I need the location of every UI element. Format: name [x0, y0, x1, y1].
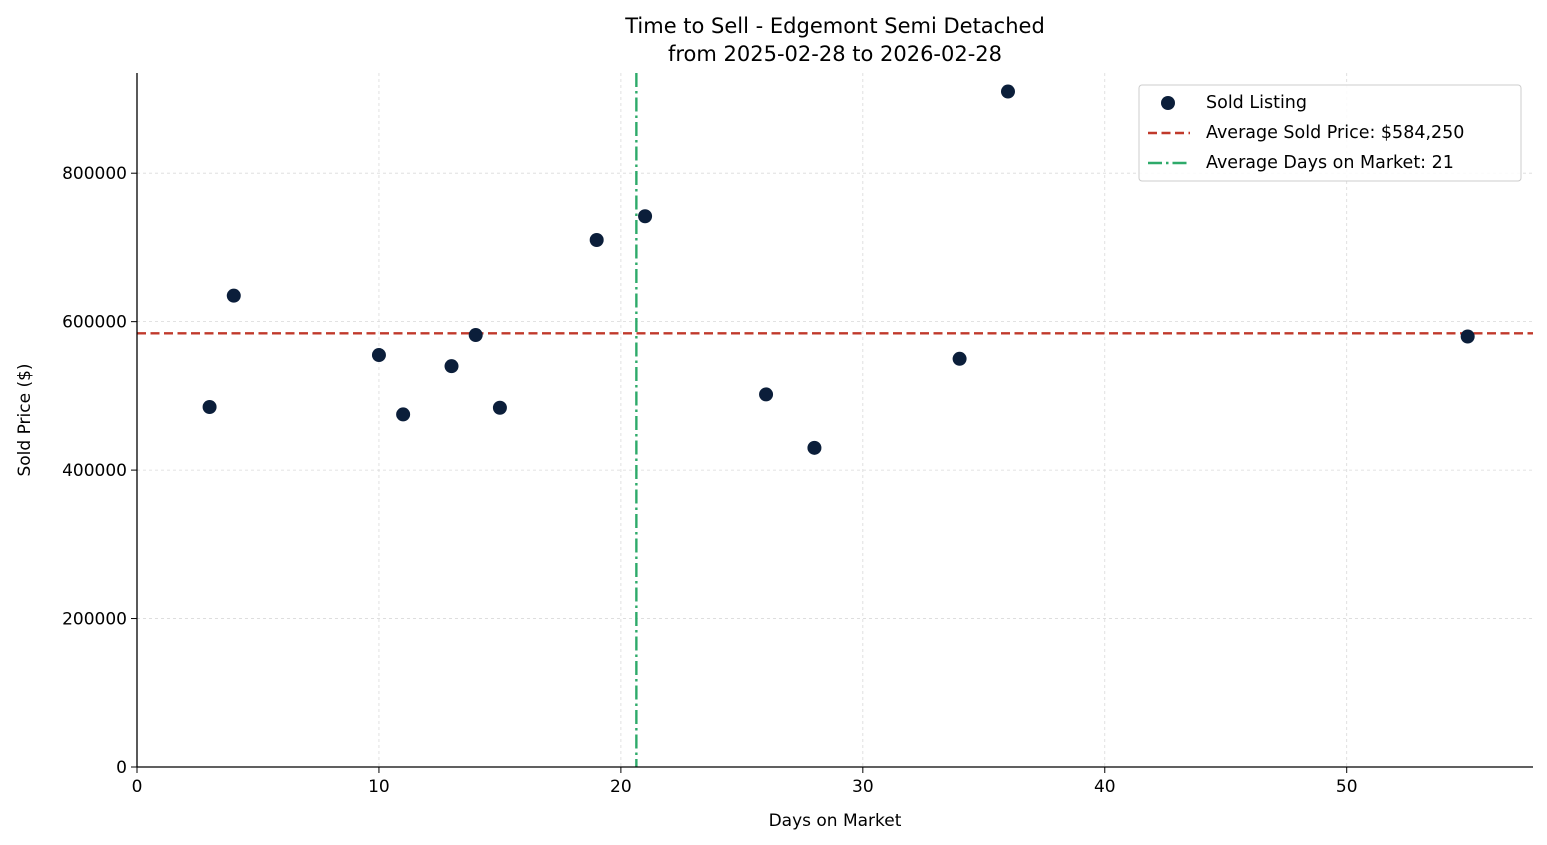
y-tick-label: 600000: [62, 313, 127, 333]
chart-title: Time to Sell - Edgemont Semi Detached: [624, 14, 1045, 38]
sold-listing-point: [807, 440, 822, 455]
legend-marker-sold-listing: [1161, 96, 1175, 110]
grid-lines: [137, 73, 1533, 767]
legend: Sold Listing Average Sold Price: $584,25…: [1138, 84, 1522, 182]
sold-listing-point: [492, 400, 507, 415]
legend-label-sold-listing: Sold Listing: [1206, 93, 1307, 113]
x-tick-label: 10: [368, 777, 390, 797]
sold-listing-point: [952, 351, 967, 366]
tick-labels: 0 10 20 30 40 50 0 200000 400000 600000 800000: [62, 164, 1357, 797]
sold-listing-point: [396, 407, 411, 422]
chart-subtitle: from 2025-02-28 to 2026-02-28: [668, 42, 1002, 66]
sold-listing-point: [1000, 84, 1015, 99]
y-tick-label: 800000: [62, 164, 127, 184]
x-tick-label: 40: [1094, 777, 1116, 797]
x-tick-label: 0: [132, 777, 143, 797]
sold-listing-point: [468, 328, 483, 343]
sold-listing-point: [589, 233, 604, 248]
axes: [131, 73, 1533, 773]
y-tick-label: 200000: [62, 610, 127, 630]
x-axis-title: Days on Market: [769, 811, 902, 831]
x-tick-label: 50: [1336, 777, 1358, 797]
legend-label-average-price: Average Sold Price: $584,250: [1206, 123, 1464, 143]
x-tick-label: 30: [852, 777, 874, 797]
sold-listing-point: [226, 288, 241, 303]
sold-listing-point: [1460, 329, 1475, 344]
sold-listing-point: [759, 387, 774, 402]
y-tick-label: 400000: [62, 461, 127, 481]
sold-listing-point: [202, 400, 217, 415]
y-axis-title: Sold Price ($): [15, 363, 35, 476]
sold-listing-point: [371, 348, 386, 363]
sold-listing-point: [638, 209, 653, 224]
data-points: [202, 84, 1475, 455]
sold-listing-point: [444, 359, 459, 374]
legend-box: [1138, 84, 1522, 182]
y-tick-label: 0: [116, 758, 127, 778]
x-tick-label: 20: [610, 777, 632, 797]
legend-label-average-days: Average Days on Market: 21: [1206, 153, 1454, 173]
reference-lines: [137, 73, 1533, 767]
